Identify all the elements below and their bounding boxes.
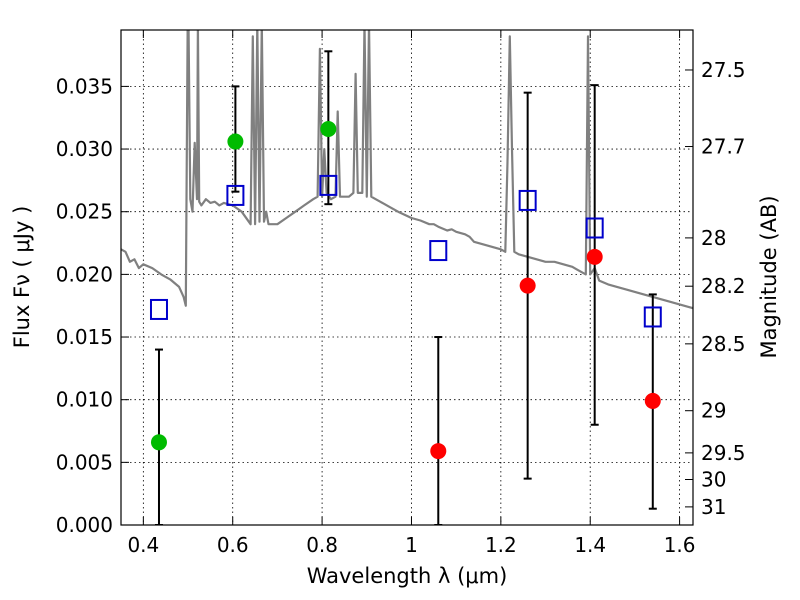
x-tick-label: 1.2 — [485, 533, 517, 557]
x-tick-label: 1.6 — [664, 533, 696, 557]
right-tick-label: 28.5 — [701, 332, 746, 356]
model-photometry-square — [149, 298, 168, 320]
plot-background — [121, 30, 693, 525]
sed-line-layer — [121, 30, 693, 310]
detection-point — [320, 121, 337, 137]
x-tick-label: 0.8 — [306, 533, 338, 557]
nondetection-point — [430, 443, 447, 460]
y-tick-label: 0.015 — [56, 325, 113, 349]
right-tick-label: 29.5 — [701, 441, 746, 465]
y-tick-label: 0.000 — [56, 513, 113, 537]
right-tick-label: 31 — [701, 495, 726, 519]
right-tick-label: 27.7 — [701, 135, 746, 159]
model-photometry-square — [585, 217, 604, 239]
x-tick-label: 1 — [405, 533, 418, 557]
grid — [121, 30, 693, 526]
nondetection-point — [644, 392, 661, 409]
nondetection-point — [586, 248, 603, 265]
y-tick-label: 0.030 — [56, 137, 113, 161]
x-tick-label: 0.4 — [127, 533, 159, 557]
detection-point — [150, 434, 167, 451]
y-tick-label: 0.020 — [56, 262, 113, 286]
x-tick-label: 1.4 — [574, 533, 606, 557]
model-photometry-square — [643, 306, 662, 328]
detection-point — [227, 133, 244, 150]
x-axis-label: Wavelength λ (μm) — [307, 564, 508, 588]
right-tick-label: 28 — [701, 226, 726, 250]
y-right-axis-label: Magnitude (AB) — [757, 195, 781, 358]
y-tick-label: 0.010 — [56, 388, 113, 412]
model-photometry-square — [226, 184, 245, 206]
y-tick-label: 0.035 — [56, 74, 113, 98]
model-photometry-square — [319, 174, 338, 196]
y-tick-label: 0.025 — [56, 200, 113, 224]
model-photometry-square — [429, 240, 448, 262]
nondetection-point — [519, 277, 536, 294]
y-axis-label: Flux Fν ( μJy ) — [10, 206, 34, 349]
y-tick-label: 0.005 — [56, 450, 113, 474]
sed-template-line — [121, 30, 693, 310]
right-tick-label: 27.5 — [701, 58, 746, 82]
right-tick-label: 29 — [701, 399, 726, 423]
tick-layer: 0.4 0.6 0.8 1 1.2 1.4 1.6 0.000 0.005 0.010 0.015 0… — [56, 30, 746, 557]
right-tick-label: 28.2 — [701, 274, 746, 298]
right-tick-label: 30 — [701, 467, 726, 491]
marker-layer — [149, 121, 662, 460]
x-tick-label: 0.6 — [217, 533, 249, 557]
plot-frame — [120, 29, 694, 526]
model-photometry-square — [518, 189, 537, 211]
